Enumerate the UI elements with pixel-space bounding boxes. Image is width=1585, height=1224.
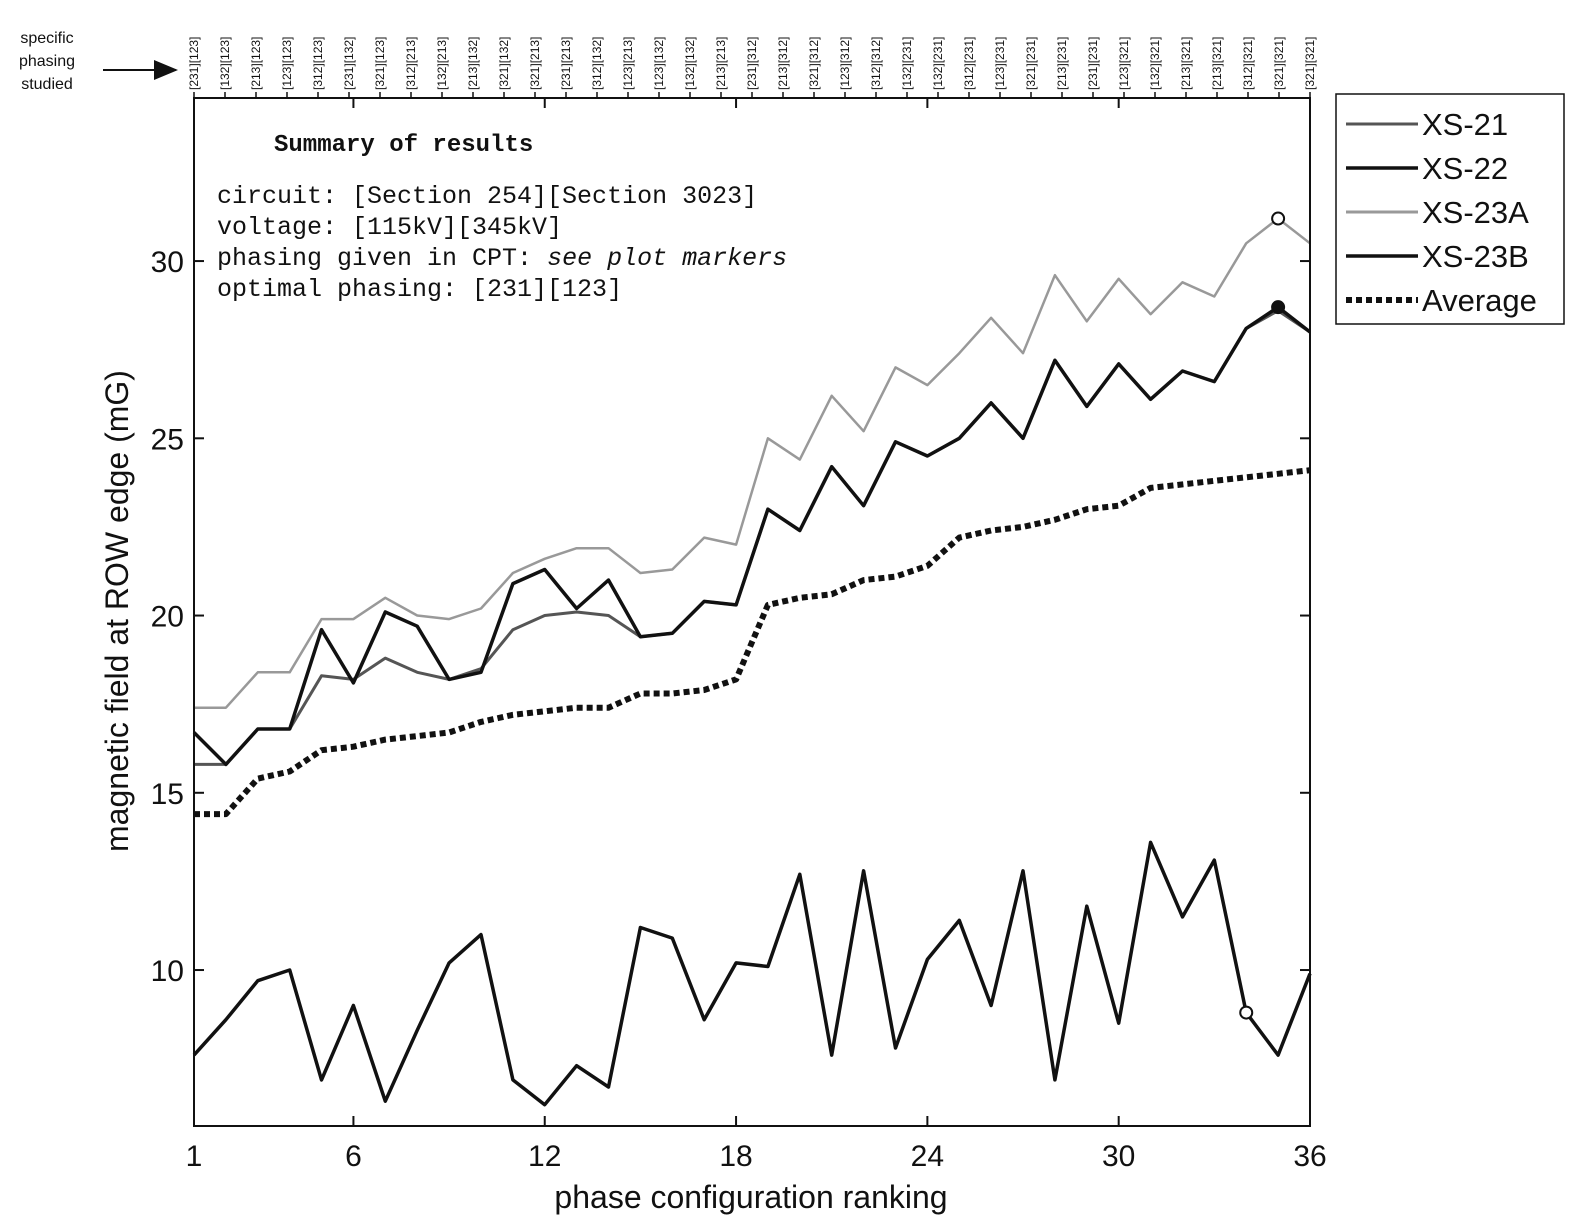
phasing-label: [231][123]: [187, 37, 201, 90]
phasing-label: [321][231]: [1024, 37, 1038, 90]
phasing-label: [321][321]: [1303, 37, 1317, 90]
series-layer: [192, 211, 1312, 1107]
phasing-label: [312][123]: [311, 37, 325, 90]
phasing-label: [321][123]: [373, 37, 387, 90]
phasing-label: [213][132]: [466, 37, 480, 90]
note-line-2: phasing: [19, 53, 75, 70]
summary-line-1: circuit: [Section 254][Section 3023]: [217, 182, 757, 211]
phasing-label: [213][312]: [776, 37, 790, 90]
legend-label: XS-21: [1422, 107, 1508, 142]
series-line-xs-21: [194, 309, 1311, 766]
y-axis-title: magnetic field at ROW edge (mG): [99, 370, 135, 852]
phasing-label: [213][213]: [714, 37, 728, 90]
phasing-label: [132][123]: [218, 37, 232, 90]
phasing-label: [312][231]: [962, 37, 976, 90]
phasing-label: [132][213]: [435, 37, 449, 90]
marker-xs-23b: [1271, 300, 1286, 315]
legend-label: XS-22: [1422, 151, 1508, 186]
y-tick-label: 25: [151, 423, 184, 456]
summary-line-3-text: phasing given in CPT:: [217, 244, 547, 273]
legend-label: XS-23A: [1422, 195, 1529, 230]
phasing-labels: [231][123] [132][123] [213][123] [123][123]…: [187, 37, 1317, 98]
phasing-label: [321][312]: [807, 37, 821, 90]
summary-line-4: optimal phasing: [231][123]: [217, 275, 622, 304]
phasing-label: [231][132]: [342, 37, 356, 90]
note-line-1: specific: [20, 30, 73, 47]
x-tick-label: 1: [186, 1140, 203, 1173]
x-tick-label: 12: [528, 1140, 561, 1173]
x-tick-label: 18: [719, 1140, 752, 1173]
phasing-label: [312][312]: [869, 37, 883, 90]
plot-frame: [193, 97, 1311, 1127]
phasing-label: [321][213]: [528, 37, 542, 90]
y-tick-label: 10: [151, 955, 184, 988]
phasing-label: [123][231]: [993, 37, 1007, 90]
phasing-label: [132][231]: [931, 37, 945, 90]
phasing-label: [231][312]: [745, 37, 759, 90]
phasing-label: [321][321]: [1272, 37, 1286, 90]
phasing-label: [123][132]: [652, 37, 666, 90]
note-line-3: studied: [21, 76, 73, 93]
phasing-label: [312][213]: [404, 37, 418, 90]
phasing-label: [123][213]: [621, 37, 635, 90]
phasing-label: [213][321]: [1179, 37, 1193, 90]
x-tick-label: 6: [345, 1140, 362, 1173]
phasing-label: [213][123]: [249, 37, 263, 90]
y-tick-label: 30: [151, 246, 184, 279]
axes-layer: 1 6 12 18 24 30 36 10 15 20 25 30: [151, 97, 1327, 1173]
phasing-label: [123][312]: [838, 37, 852, 90]
y-tick-label: 20: [151, 601, 184, 634]
phasing-label: [213][231]: [1055, 37, 1069, 90]
series-line-average: [194, 467, 1311, 818]
summary-line-2: voltage: [115kV][345kV]: [217, 213, 562, 242]
legend-label: Average: [1422, 283, 1537, 318]
phasing-label: [132][231]: [900, 37, 914, 90]
x-tick-label: 30: [1102, 1140, 1135, 1173]
series-line-xs-22: [192, 840, 1312, 1107]
phasing-label: [123][123]: [280, 37, 294, 90]
summary-line-3-italic: see plot markers: [547, 244, 787, 273]
phasing-label: [312][321]: [1241, 37, 1255, 90]
phasing-label: [312][132]: [590, 37, 604, 90]
series-line-xs-23b: [192, 305, 1312, 767]
marker-xs-23a: [1271, 211, 1286, 226]
marker-xs-22: [1239, 1005, 1254, 1020]
legend-box: [1335, 93, 1565, 325]
phasing-label: [231][213]: [559, 37, 573, 90]
phasing-label: [321][132]: [497, 37, 511, 90]
legend-label: XS-23B: [1422, 239, 1529, 274]
x-axis-title: phase configuration ranking: [554, 1179, 947, 1215]
x-tick-label: 24: [911, 1140, 944, 1173]
phasing-label: [123][321]: [1117, 37, 1131, 90]
legend: XS-21 XS-22 XS-23A XS-23B Average: [1335, 93, 1565, 325]
phasing-label: [132][132]: [683, 37, 697, 90]
x-tick-label: 36: [1293, 1140, 1326, 1173]
phasing-label: [231][231]: [1086, 37, 1100, 90]
phasing-label: [213][321]: [1210, 37, 1224, 90]
summary-line-3: phasing given in CPT: see plot markers: [217, 244, 787, 273]
phasing-label: [132][321]: [1148, 37, 1162, 90]
y-tick-label: 15: [151, 778, 184, 811]
summary-title: Summary of results: [274, 132, 533, 159]
series-line-xs-23a: [194, 217, 1311, 709]
